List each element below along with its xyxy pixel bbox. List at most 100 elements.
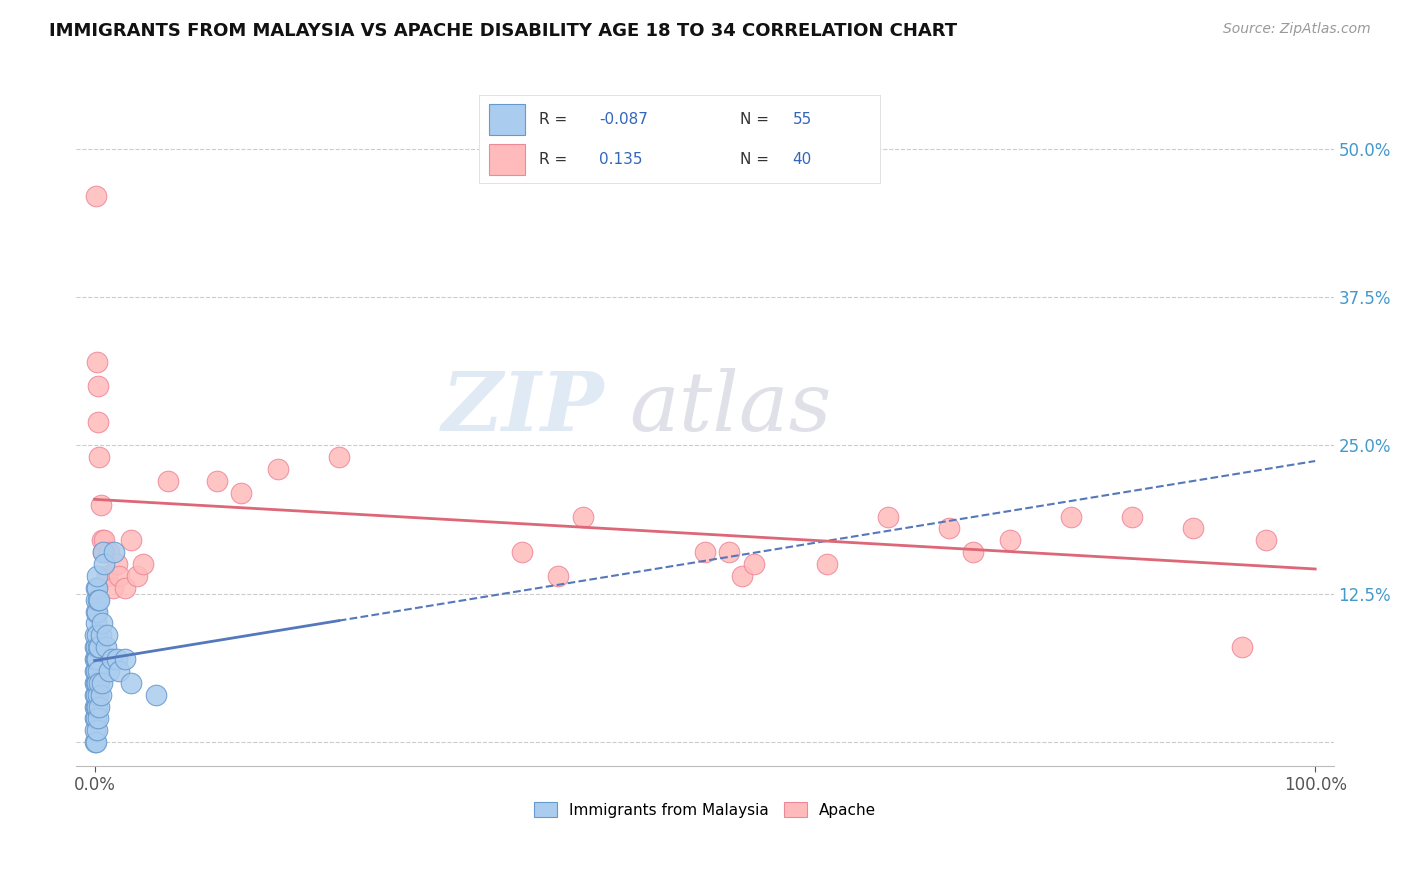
Point [267, 462, 290, 476]
Point [120, 675, 142, 690]
Point [84, 189, 107, 203]
Point [89, 450, 111, 465]
Point [84, 699, 107, 714]
Point [86, 605, 108, 619]
Point [91, 545, 114, 559]
Point [127, 569, 149, 583]
Point [84, 688, 107, 702]
Point [87, 688, 110, 702]
Point [108, 569, 131, 583]
Point [718, 545, 741, 559]
Point [83, 723, 105, 738]
Point [84, 616, 107, 631]
Point [145, 688, 167, 702]
Point [83, 628, 105, 642]
Point [86, 581, 108, 595]
Point [96, 569, 118, 583]
Point [91, 533, 114, 548]
Point [1060, 509, 1083, 524]
Point [114, 581, 136, 595]
Point [547, 569, 569, 583]
Point [86, 675, 108, 690]
Point [87, 379, 110, 393]
Point [83, 675, 105, 690]
Point [328, 450, 350, 465]
Point [87, 592, 110, 607]
Point [87, 664, 110, 678]
Point [84, 675, 107, 690]
Point [84, 735, 107, 749]
Point [105, 652, 128, 666]
Point [877, 509, 900, 524]
Point [205, 474, 228, 488]
Point [120, 533, 142, 548]
Point [1121, 509, 1143, 524]
Point [101, 581, 124, 595]
Point [90, 628, 112, 642]
Point [83, 652, 105, 666]
Point [693, 545, 716, 559]
Point [98, 664, 121, 678]
Point [83, 640, 105, 655]
Point [89, 675, 111, 690]
Text: ZIP: ZIP [441, 368, 605, 448]
Point [91, 616, 114, 631]
Point [87, 415, 110, 429]
Point [572, 509, 595, 524]
Point [84, 640, 107, 655]
Point [132, 557, 155, 571]
Point [84, 592, 107, 607]
Point [84, 711, 107, 725]
Point [105, 557, 128, 571]
Point [815, 557, 838, 571]
Point [93, 557, 115, 571]
Point [87, 711, 110, 725]
Text: IMMIGRANTS FROM MALAYSIA VS APACHE DISABILITY AGE 18 TO 34 CORRELATION CHART: IMMIGRANTS FROM MALAYSIA VS APACHE DISAB… [49, 22, 957, 40]
Point [91, 545, 114, 559]
Point [86, 569, 108, 583]
Point [730, 569, 752, 583]
Point [86, 652, 108, 666]
Point [100, 652, 122, 666]
Point [229, 486, 252, 500]
Point [86, 699, 108, 714]
Point [1256, 533, 1278, 548]
Point [94, 640, 117, 655]
Point [103, 545, 125, 559]
Point [93, 533, 115, 548]
Point [83, 699, 105, 714]
Point [84, 664, 107, 678]
Point [156, 474, 179, 488]
Point [1182, 521, 1205, 535]
Point [742, 557, 765, 571]
Point [98, 545, 121, 559]
Point [86, 723, 108, 738]
Point [108, 664, 131, 678]
Point [96, 628, 118, 642]
Point [83, 664, 105, 678]
Point [998, 533, 1021, 548]
Point [89, 592, 111, 607]
Point [83, 711, 105, 725]
Point [84, 652, 107, 666]
Text: Source: ZipAtlas.com: Source: ZipAtlas.com [1223, 22, 1371, 37]
Point [84, 581, 107, 595]
Point [86, 628, 108, 642]
Text: atlas: atlas [630, 368, 832, 448]
Point [938, 521, 960, 535]
Point [91, 675, 114, 690]
Point [84, 605, 107, 619]
Point [86, 355, 108, 369]
Point [962, 545, 984, 559]
Point [1230, 640, 1253, 655]
Point [83, 735, 105, 749]
Point [114, 652, 136, 666]
Point [510, 545, 533, 559]
Point [89, 699, 111, 714]
Point [87, 640, 110, 655]
Point [90, 688, 112, 702]
Legend: Immigrants from Malaysia, Apache: Immigrants from Malaysia, Apache [527, 796, 882, 823]
Point [83, 688, 105, 702]
Point [90, 498, 112, 512]
Point [89, 640, 111, 655]
